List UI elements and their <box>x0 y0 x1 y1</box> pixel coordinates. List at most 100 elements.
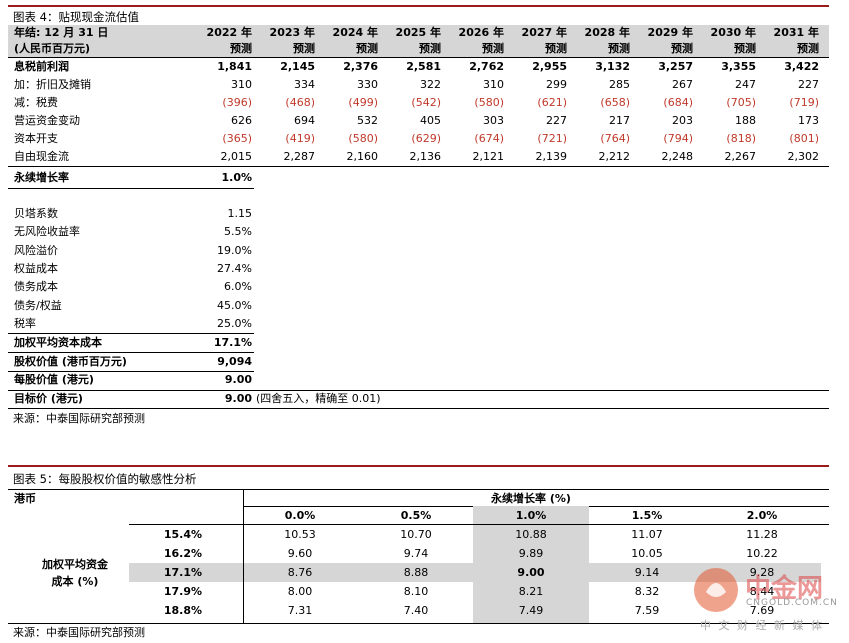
row-value: (499) <box>348 96 378 109</box>
row-value: 203 <box>672 114 693 127</box>
row-value: (365) <box>222 132 252 145</box>
sensitivity-value: 7.49 <box>518 604 544 617</box>
table5-currency: 港币 <box>14 492 36 505</box>
row-value: 405 <box>420 114 441 127</box>
table5-row-header-2: 成本 (%) <box>51 575 99 588</box>
sensitivity-value: 10.88 <box>515 528 547 541</box>
table4-source: 来源：中泰国际研究部预测 <box>13 412 145 425</box>
watermark-url: CNGOLD.COM.CN <box>746 598 838 608</box>
row-value: 303 <box>483 114 504 127</box>
row-value: 227 <box>798 78 819 91</box>
wacc-row-label: 18.8% <box>163 604 202 617</box>
table4-fcf-rule <box>8 166 829 167</box>
sensitivity-value: 7.31 <box>287 604 313 617</box>
row-value: 1,841 <box>217 60 252 73</box>
forecast-label: 预测 <box>671 42 693 55</box>
row-value: (674) <box>474 132 504 145</box>
row-value: 2,015 <box>220 150 253 163</box>
param-value: 25.0% <box>217 316 252 330</box>
equity-value: 9,094 <box>217 355 252 368</box>
row-value: (801) <box>789 132 819 145</box>
sensitivity-value: 8.10 <box>403 585 429 598</box>
row-label: 息税前利润 <box>14 60 69 73</box>
row-value: 2,212 <box>598 150 631 163</box>
watermark-tagline: 中 文 财 经 新 媒 体 <box>700 619 824 632</box>
sensitivity-value: 9.60 <box>287 547 313 560</box>
row-value: 188 <box>735 114 756 127</box>
wacc-row-label: 16.2% <box>163 547 202 560</box>
row-value: 322 <box>420 78 441 91</box>
row-label: 加：折旧及摊销 <box>14 78 91 91</box>
table5-top-rule <box>8 465 829 467</box>
col-header-rule-right <box>589 506 829 507</box>
row-value: 3,355 <box>721 60 756 73</box>
row-label: 自由现金流 <box>14 150 69 163</box>
row-value: 2,145 <box>280 60 315 73</box>
growth-col-label: 0.5% <box>400 509 432 522</box>
table4-header-band <box>8 25 829 57</box>
highlight-row <box>129 563 821 582</box>
row-value: 217 <box>609 114 630 127</box>
target-price-note: (四舍五入，精确至 0.01) <box>256 392 381 405</box>
row-value: 247 <box>735 78 756 91</box>
year-header: 2028 年 <box>584 26 630 39</box>
table5-vertical-rule <box>243 490 244 623</box>
row-value: 334 <box>294 78 315 91</box>
watermark-name: 中金网 <box>745 574 824 604</box>
perp-rule <box>8 188 254 189</box>
sensitivity-value: 7.40 <box>403 604 429 617</box>
row-value: 173 <box>798 114 819 127</box>
row-value: 2,139 <box>535 150 568 163</box>
sensitivity-value: 10.70 <box>400 528 432 541</box>
growth-col-label: 1.0% <box>515 509 547 522</box>
sensitivity-value: 11.28 <box>746 528 778 541</box>
forecast-label: 预测 <box>608 42 630 55</box>
table4-bottom-rule <box>8 408 829 409</box>
param-label: 债务/权益 <box>14 298 62 312</box>
target-price-value: 9.00 <box>224 392 252 405</box>
row-value: 694 <box>294 114 315 127</box>
row-value: (764) <box>600 132 630 145</box>
row-value: 532 <box>357 114 378 127</box>
sensitivity-value: 7.69 <box>749 604 775 617</box>
row-value: (794) <box>663 132 693 145</box>
param-label: 无风险收益率 <box>14 225 80 239</box>
param-label: 贝塔系数 <box>14 207 58 220</box>
param-value: 5.5% <box>224 225 252 239</box>
year-header: 2026 年 <box>458 26 504 39</box>
forecast-label: 预测 <box>419 42 441 55</box>
equity-rule <box>8 371 254 372</box>
wacc-row-label: 17.9% <box>163 585 202 598</box>
perp-growth-label: 永续增长率 <box>14 171 69 184</box>
param-value: 27.4% <box>217 261 252 275</box>
row-value: (629) <box>411 132 441 145</box>
row-value: 299 <box>546 78 567 91</box>
row-value: 3,422 <box>784 60 819 73</box>
sensitivity-value: 10.05 <box>631 547 663 560</box>
row-value: (468) <box>285 96 315 109</box>
row-value: 2,248 <box>661 150 694 163</box>
sensitivity-value: 11.07 <box>631 528 663 541</box>
param-value: 6.0% <box>224 280 252 294</box>
growth-col-label: 0.0% <box>284 509 316 522</box>
sensitivity-value: 8.32 <box>634 585 660 598</box>
row-value: (684) <box>663 96 693 109</box>
table4-title: 图表 4：贴现现金流估值 <box>13 10 139 24</box>
forecast-label: 预测 <box>482 42 504 55</box>
sensitivity-value: 9.28 <box>749 566 775 579</box>
forecast-label: 预测 <box>230 42 252 55</box>
watermark-logo-icon <box>692 566 740 614</box>
perp-growth-value: 1.0% <box>221 171 252 184</box>
sensitivity-value: 8.21 <box>518 585 544 598</box>
row-value: 2,287 <box>283 150 316 163</box>
table5-col-header: 永续增长率 (%) <box>491 492 571 505</box>
wacc-row-label: 17.1% <box>163 566 202 579</box>
row-value: (621) <box>537 96 567 109</box>
table5-row-header-1: 加权平均资金 <box>42 558 108 571</box>
row-value: 2,581 <box>406 60 441 73</box>
growth-col-label: 2.0% <box>746 509 778 522</box>
param-label: 风险溢价 <box>14 243 58 257</box>
table4-header-label-1: 年结: 12 月 31 日 <box>14 26 109 39</box>
table5-bottom-rule <box>8 623 829 624</box>
row-value: (419) <box>285 132 315 145</box>
